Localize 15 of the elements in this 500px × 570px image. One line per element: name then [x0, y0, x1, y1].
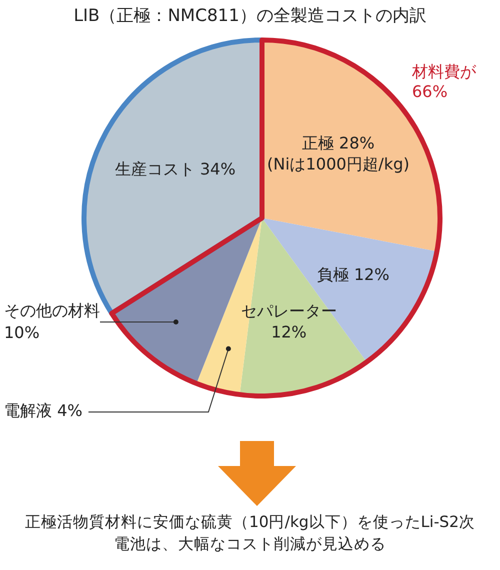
text: (Niは1000円超/kg) — [267, 154, 410, 174]
data-label: 10% — [4, 323, 40, 342]
text: 材料費が66% — [412, 62, 478, 102]
text: 正極活物質材料に安価な硫黄（10円/kg以下）を使ったLi-S2次電池は、大幅なコスト削減が見込める — [24, 512, 476, 555]
data-label: 12% — [271, 322, 307, 342]
slice-label: 生産コスト — [114, 159, 195, 178]
data-label: 28% — [339, 134, 375, 153]
slice-label: その他の材料 — [4, 301, 100, 320]
chart-title: LIB（正極：NMC811）の全製造コストの内訳 — [72, 5, 428, 27]
data-label: 34% — [200, 159, 236, 178]
slice-label: 負極 — [316, 265, 349, 284]
data-label: 12% — [354, 265, 390, 284]
slice-label: 正極 — [302, 134, 334, 153]
slice-label: 電解液 4% — [4, 401, 82, 420]
slice-label: セパレーター — [240, 301, 337, 320]
